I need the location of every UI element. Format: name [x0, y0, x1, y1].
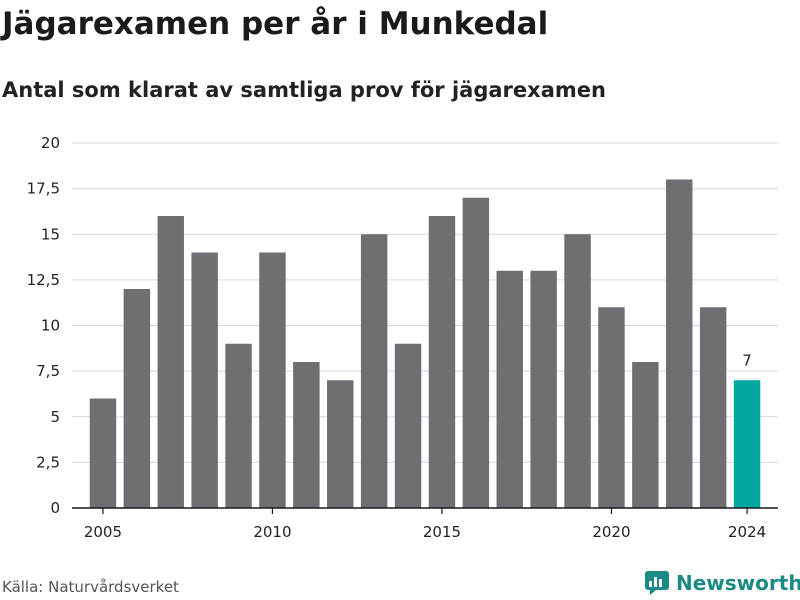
y-tick-label: 10 [41, 317, 60, 335]
bars [89, 179, 761, 508]
source-note: Källa: Naturvårdsverket [2, 578, 179, 596]
bar-2011 [293, 362, 320, 508]
bar-2012 [327, 380, 354, 508]
bar-2018 [530, 270, 557, 508]
y-tick-label: 20 [41, 134, 60, 152]
y-tick-label: 7,5 [36, 362, 60, 380]
bar-2017 [496, 270, 523, 508]
y-tick-label: 2,5 [36, 453, 60, 471]
bar-2015 [428, 216, 456, 508]
y-tick-label: 0 [50, 499, 60, 517]
y-tick-label: 5 [50, 408, 60, 426]
x-tick-label: 2015 [423, 523, 461, 541]
brand-name: Newsworthy [676, 571, 800, 595]
y-tick-label: 17,5 [27, 180, 60, 198]
x-tick-label: 2005 [84, 523, 122, 541]
newsworthy-logo-icon [645, 571, 669, 595]
bar-2006 [123, 289, 151, 508]
y-tick-label: 15 [41, 225, 60, 243]
labels: 0 2,5 5 7,5 10 12,5 15 17,5 20 2005 2010 2015 2020 20… [27, 134, 767, 541]
bar-2016 [462, 197, 490, 508]
chart-subtitle: Antal som klarat av samtliga prov för jä… [2, 78, 606, 102]
bar-2014 [394, 343, 422, 508]
bar-2005 [89, 398, 117, 508]
x-tick-label: 2024 [728, 523, 766, 541]
bar-2024 [733, 380, 761, 508]
bar-2007 [157, 216, 184, 508]
bar-2021 [632, 362, 659, 508]
data-label-2024: 7 [742, 351, 752, 369]
bar-2023 [699, 307, 727, 508]
bar-2008 [191, 252, 218, 508]
x-tick-label: 2020 [592, 523, 630, 541]
bar-2013 [360, 234, 388, 508]
bar-2010 [259, 252, 286, 508]
y-tick-label: 12,5 [27, 271, 60, 289]
bar-2022 [666, 179, 693, 508]
chart-title: Jägarexamen per år i Munkedal [2, 6, 549, 42]
bar-2009 [225, 343, 252, 508]
bar-2020 [598, 307, 625, 508]
axes [72, 507, 778, 514]
x-tick-label: 2010 [253, 523, 291, 541]
bar-2019 [564, 234, 591, 508]
brand-logo: Newsworthy [644, 570, 800, 596]
grid-lines [72, 142, 778, 463]
